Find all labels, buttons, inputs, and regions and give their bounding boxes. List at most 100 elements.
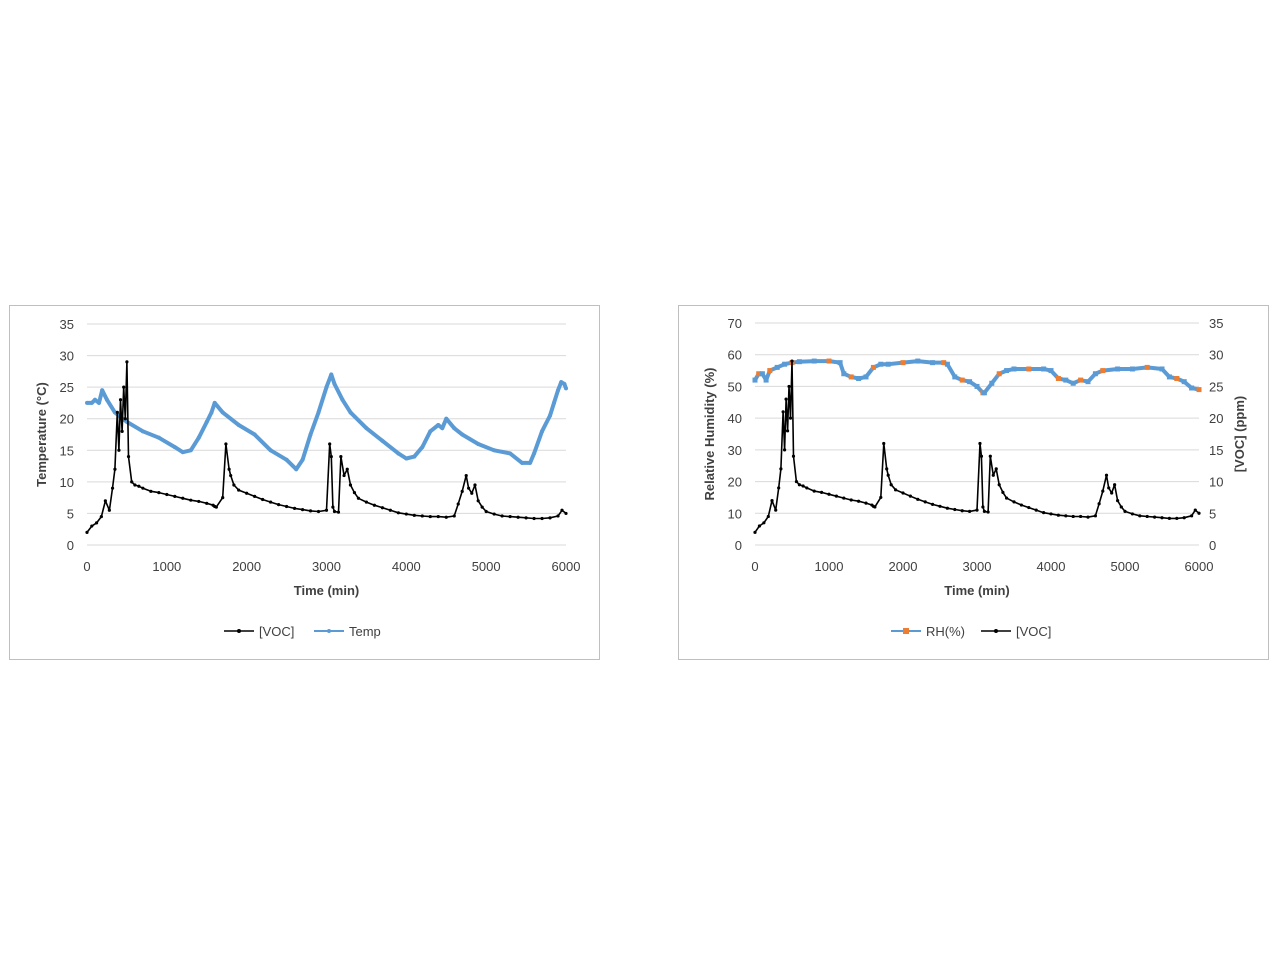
data-point-voc xyxy=(348,483,353,487)
data-point-rh xyxy=(1181,379,1187,385)
data-point-voc xyxy=(1153,515,1157,519)
data-point-voc xyxy=(1079,514,1083,519)
x-axis-title: Time (min) xyxy=(294,583,360,598)
data-point-rh xyxy=(826,358,832,364)
x-tick-label: 4000 xyxy=(392,559,421,574)
data-point-voc xyxy=(331,505,335,509)
y-tick-label: 20 xyxy=(60,412,74,427)
data-point-voc xyxy=(1056,513,1060,517)
data-point-voc xyxy=(908,494,912,498)
data-point-temp xyxy=(300,457,305,462)
data-point-voc xyxy=(412,513,416,517)
data-point-voc xyxy=(540,516,544,521)
data-point-rh xyxy=(1129,366,1135,372)
data-point-rh xyxy=(756,371,762,377)
data-point-voc xyxy=(345,467,349,471)
data-point-voc xyxy=(979,454,984,458)
data-point-rh xyxy=(752,377,758,383)
data-point-voc xyxy=(396,511,400,515)
data-point-rh xyxy=(1070,380,1076,386)
x-tick-label: 3000 xyxy=(312,559,341,574)
data-point-voc xyxy=(452,514,456,518)
data-point-voc xyxy=(1104,473,1109,477)
data-point-voc xyxy=(1190,514,1194,518)
data-point-voc xyxy=(834,494,838,498)
data-point-voc xyxy=(197,499,201,504)
data-point-voc xyxy=(975,508,979,512)
data-point-temp xyxy=(528,460,533,465)
data-point-rh xyxy=(930,360,936,366)
data-point-rh xyxy=(959,377,965,383)
data-point-voc xyxy=(137,484,141,488)
data-point-voc xyxy=(122,385,126,389)
data-point-voc xyxy=(781,410,785,414)
data-point-voc xyxy=(982,509,986,513)
data-point-voc xyxy=(1145,514,1149,519)
y-tick-label: 15 xyxy=(60,443,74,458)
data-point-temp xyxy=(284,457,289,462)
data-point-temp xyxy=(252,432,257,437)
data-point-voc xyxy=(1101,489,1105,493)
data-point-voc xyxy=(157,490,161,495)
data-point-rh xyxy=(782,361,788,367)
y-tick-label: 10 xyxy=(60,475,74,490)
data-point-temp xyxy=(428,429,433,434)
data-point-temp xyxy=(436,423,441,428)
data-point-rh xyxy=(1115,366,1121,372)
data-point-voc xyxy=(356,496,361,500)
data-point-voc xyxy=(1042,511,1046,515)
data-point-voc xyxy=(214,505,218,509)
data-point-voc xyxy=(1116,499,1120,503)
data-point-voc xyxy=(473,483,477,487)
data-point-voc xyxy=(329,455,333,459)
data-point-voc xyxy=(791,454,796,458)
data-point-rh xyxy=(763,377,769,383)
data-point-voc xyxy=(953,507,957,512)
data-point-rh xyxy=(811,358,817,364)
data-point-voc xyxy=(842,496,846,500)
data-point-rh xyxy=(1196,387,1202,393)
data-point-voc xyxy=(352,490,357,495)
data-point-temp xyxy=(156,435,161,440)
data-point-rh xyxy=(974,383,980,389)
data-point-temp xyxy=(324,385,329,390)
data-point-temp xyxy=(412,454,417,459)
data-point-temp xyxy=(89,400,94,405)
data-point-voc xyxy=(1110,491,1114,495)
legend-marker xyxy=(327,629,331,633)
data-point-voc xyxy=(1019,503,1023,507)
data-point-temp xyxy=(329,372,334,377)
data-point-temp xyxy=(96,400,101,405)
data-point-temp xyxy=(562,381,567,386)
data-point-voc xyxy=(428,514,432,519)
data-point-voc xyxy=(889,483,893,487)
data-point-voc xyxy=(492,512,496,516)
data-point-rh xyxy=(848,374,854,380)
data-point-voc xyxy=(372,503,376,507)
data-point-voc xyxy=(117,448,121,452)
data-point-voc xyxy=(1138,514,1142,518)
data-point-rh xyxy=(1011,366,1017,372)
data-point-voc xyxy=(130,480,134,484)
data-point-voc xyxy=(849,498,853,502)
data-point-voc xyxy=(308,509,313,513)
data-point-rh xyxy=(1004,368,1010,374)
data-point-voc xyxy=(123,417,127,421)
y-tick-label: 70 xyxy=(728,316,742,331)
y2-tick-label: 30 xyxy=(1209,348,1223,363)
data-point-rh xyxy=(856,376,862,381)
data-point-voc xyxy=(1071,514,1075,519)
data-point-voc xyxy=(532,516,536,521)
data-point-temp xyxy=(380,438,385,443)
data-point-temp xyxy=(140,429,145,434)
data-point-rh xyxy=(996,371,1002,377)
x-tick-label: 3000 xyxy=(963,559,992,574)
data-point-voc xyxy=(1130,512,1134,516)
y2-tick-label: 25 xyxy=(1209,379,1223,394)
data-point-rh xyxy=(944,361,950,367)
data-point-rh xyxy=(1041,366,1047,372)
data-point-voc xyxy=(1001,490,1005,494)
legend-marker xyxy=(237,629,241,633)
data-point-voc xyxy=(277,502,281,507)
x-tick-label: 5000 xyxy=(1111,559,1140,574)
